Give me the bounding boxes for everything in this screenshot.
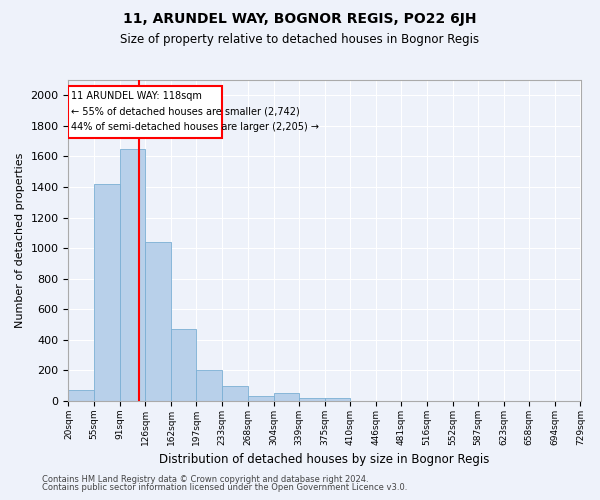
Text: 11 ARUNDEL WAY: 118sqm: 11 ARUNDEL WAY: 118sqm [71,92,202,102]
Text: Contains HM Land Registry data © Crown copyright and database right 2024.: Contains HM Land Registry data © Crown c… [42,475,368,484]
Bar [222,386,248,401]
Text: 11, ARUNDEL WAY, BOGNOR REGIS, PO22 6JH: 11, ARUNDEL WAY, BOGNOR REGIS, PO22 6JH [123,12,477,26]
X-axis label: Distribution of detached houses by size in Bognor Regis: Distribution of detached houses by size … [159,454,490,466]
Bar [274,394,299,401]
Text: Size of property relative to detached houses in Bognor Regis: Size of property relative to detached ho… [121,32,479,46]
Text: 44% of semi-detached houses are larger (2,205) →: 44% of semi-detached houses are larger (… [71,122,319,132]
Bar [145,242,171,401]
Bar [68,390,94,401]
Text: Contains public sector information licensed under the Open Government Licence v3: Contains public sector information licen… [42,484,407,492]
Text: ← 55% of detached houses are smaller (2,742): ← 55% of detached houses are smaller (2,… [71,107,300,117]
Bar [171,329,196,401]
Bar [196,370,222,401]
Bar [248,396,274,401]
Y-axis label: Number of detached properties: Number of detached properties [15,153,25,328]
Bar [325,398,350,401]
Bar [94,184,119,401]
Bar [68,86,222,138]
Bar [299,398,325,401]
Bar [119,149,145,401]
